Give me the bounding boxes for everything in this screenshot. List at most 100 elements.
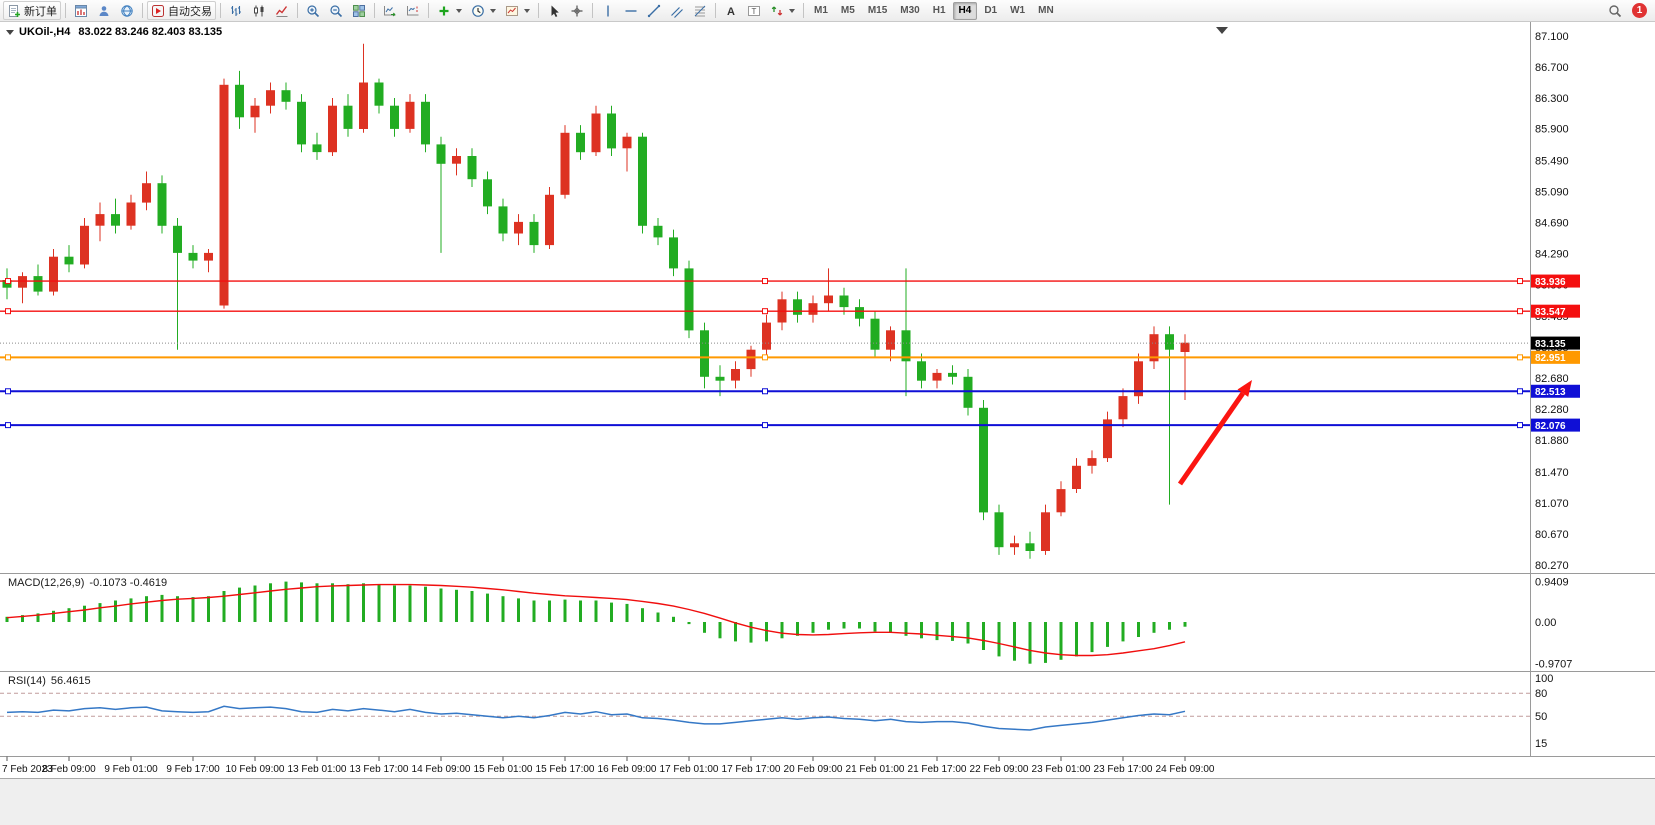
group-chart-type — [225, 1, 293, 20]
svg-text:10 Feb 09:00: 10 Feb 09:00 — [226, 764, 285, 775]
group-scroll — [379, 1, 424, 20]
svg-text:86.700: 86.700 — [1535, 62, 1569, 74]
tile-windows-button[interactable] — [348, 1, 370, 20]
hline-icon — [624, 4, 638, 18]
chart-shift-marker-icon[interactable] — [1216, 27, 1228, 34]
search-button[interactable] — [1604, 1, 1626, 20]
rsi-panel: 100 80 50 15 — [0, 673, 1553, 750]
line-handle — [5, 278, 11, 285]
vertical-line-button[interactable] — [597, 1, 619, 20]
group-insert — [433, 1, 534, 20]
resistance-line-2[interactable]: 83.547 — [0, 304, 1580, 318]
support-line-1[interactable]: 82.513 — [0, 384, 1580, 398]
fibo-icon — [693, 4, 707, 18]
channel-button[interactable] — [666, 1, 688, 20]
svg-text:23 Feb 17:00: 23 Feb 17:00 — [1094, 764, 1153, 775]
line-handle — [762, 278, 768, 285]
market-watch-button[interactable] — [116, 1, 138, 20]
svg-text:86.300: 86.300 — [1535, 93, 1569, 105]
chart-canvas[interactable]: 87.100 86.700 86.300 85.900 85.490 85.090 84.6… — [0, 22, 1655, 778]
auto-trading-button[interactable]: 自动交易 — [147, 1, 216, 20]
timeframe-w1[interactable]: W1 — [1010, 5, 1026, 16]
toolbar-separator — [65, 3, 66, 18]
timeframe-h4[interactable]: H4 — [952, 1, 978, 20]
svg-text:17 Feb 01:00: 17 Feb 01:00 — [660, 764, 719, 775]
channel-icon — [670, 4, 684, 18]
candlesticks — [2, 43, 1190, 559]
timeframe-m15[interactable]: M15 — [867, 5, 888, 16]
svg-text:21 Feb 01:00: 21 Feb 01:00 — [846, 764, 905, 775]
svg-text:20 Feb 09:00: 20 Feb 09:00 — [784, 764, 843, 775]
timeframe-m5[interactable]: M5 — [840, 5, 855, 16]
cursor-button[interactable] — [543, 1, 565, 20]
cursor-icon — [547, 4, 561, 18]
svg-text:82.680: 82.680 — [1535, 373, 1569, 385]
text-label-button[interactable]: T — [743, 1, 765, 20]
timeframe-m1[interactable]: M1 — [814, 5, 828, 16]
line-chart-button[interactable] — [271, 1, 293, 20]
pivot-line-orange[interactable]: 82.951 — [0, 350, 1580, 364]
main-toolbar: 新订单 自动交易 A T M1 M5 M15 M30 H1 H4 D1 W1 MN 1 — [0, 0, 1655, 22]
charts-window-button[interactable] — [70, 1, 92, 20]
line-handle — [1517, 422, 1523, 429]
rsi-values: 56.4615 — [50, 675, 91, 687]
autotrade-icon — [151, 4, 165, 18]
line-chart-icon — [275, 4, 289, 18]
vline-icon — [601, 4, 615, 18]
support-line-2[interactable]: 82.076 — [0, 418, 1580, 432]
fibonacci-button[interactable] — [689, 1, 711, 20]
svg-text:0.00: 0.00 — [1535, 617, 1556, 629]
resistance-line-1[interactable]: 83.936 — [0, 274, 1580, 288]
ohlc-values: 83.022 83.246 82.403 83.135 — [78, 26, 223, 38]
timeframe-mn[interactable]: MN — [1038, 5, 1054, 16]
zoom-out-button[interactable] — [325, 1, 347, 20]
crosshair-button[interactable] — [566, 1, 588, 20]
one-click-trading-icon[interactable] — [6, 29, 14, 35]
globe-icon — [120, 4, 134, 18]
indicators-button[interactable] — [433, 1, 466, 20]
price-axis: 87.100 86.700 86.300 85.900 85.490 85.090 84.6… — [1535, 31, 1569, 572]
arrows-button[interactable] — [766, 1, 799, 20]
toolbar-separator — [538, 3, 539, 18]
horizontal-line-button[interactable] — [620, 1, 642, 20]
trendline-button[interactable] — [643, 1, 665, 20]
dropdown-caret-icon — [524, 8, 530, 13]
chart-shift-button[interactable] — [402, 1, 424, 20]
svg-text:82.280: 82.280 — [1535, 404, 1569, 416]
timeframe-d1[interactable]: D1 — [984, 5, 998, 16]
svg-text:82.951: 82.951 — [1535, 353, 1566, 364]
svg-text:84.290: 84.290 — [1535, 248, 1569, 260]
price-tag — [1531, 418, 1580, 432]
magnifier-icon — [1608, 4, 1622, 18]
auto-scroll-button[interactable] — [379, 1, 401, 20]
zoom-in-button[interactable] — [302, 1, 324, 20]
notification-badge[interactable]: 1 — [1632, 3, 1647, 18]
line-handle — [1517, 308, 1523, 315]
periods-button[interactable] — [467, 1, 500, 20]
text-button[interactable]: A — [720, 1, 742, 20]
bar-chart-button[interactable] — [225, 1, 247, 20]
profiles-button[interactable] — [93, 1, 115, 20]
svg-text:80: 80 — [1535, 688, 1547, 700]
svg-text:84.690: 84.690 — [1535, 217, 1569, 229]
auto-scroll-icon — [383, 4, 397, 18]
svg-text:24 Feb 09:00: 24 Feb 09:00 — [1156, 764, 1215, 775]
toolbar-separator — [142, 3, 143, 18]
toolbar-separator — [803, 3, 804, 18]
svg-text:7 Feb 2023: 7 Feb 2023 — [2, 764, 53, 775]
svg-text:9 Feb 17:00: 9 Feb 17:00 — [166, 764, 220, 775]
trend-arrow-annotation[interactable] — [1177, 380, 1252, 486]
dropdown-caret-icon — [456, 8, 462, 13]
candle-chart-button[interactable] — [248, 1, 270, 20]
svg-text:83.936: 83.936 — [1535, 277, 1566, 288]
rsi-line — [6, 705, 1186, 731]
template-icon — [505, 4, 519, 18]
new-order-button[interactable]: 新订单 — [3, 1, 61, 20]
timeframe-m30[interactable]: M30 — [900, 5, 920, 16]
window-bottom — [0, 778, 1655, 825]
svg-text:83.547: 83.547 — [1535, 307, 1566, 318]
chart-shift-icon — [406, 4, 420, 18]
timeframe-h1[interactable]: H1 — [932, 5, 946, 16]
templates-button[interactable] — [501, 1, 534, 20]
